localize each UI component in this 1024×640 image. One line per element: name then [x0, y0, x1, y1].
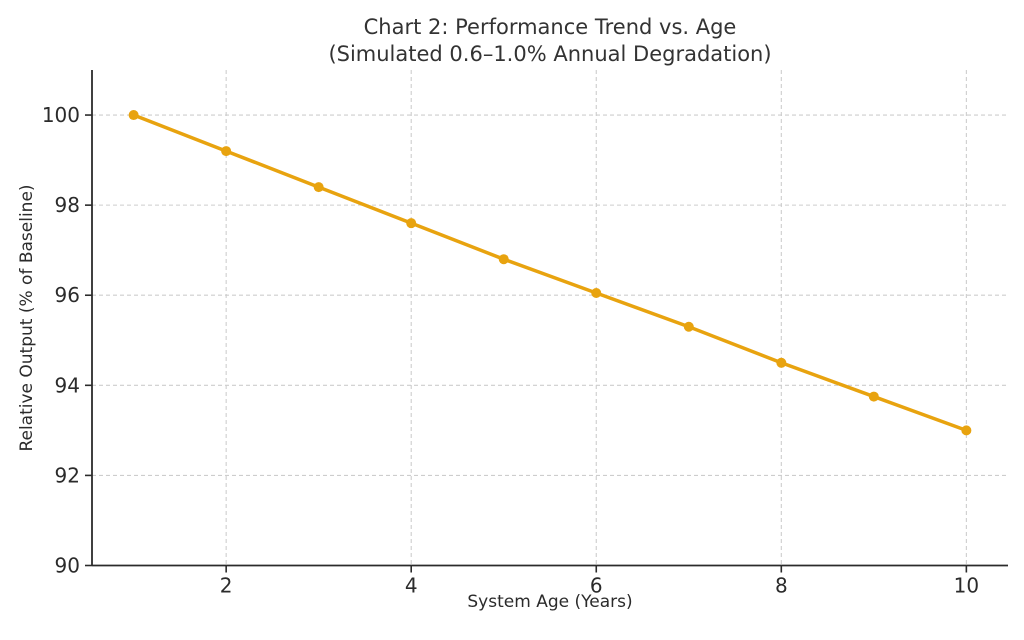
x-tick-label: 6 [590, 574, 603, 598]
chart-title: Chart 2: Performance Trend vs. Age (Simu… [92, 14, 1008, 68]
data-point-marker [868, 391, 879, 402]
x-tick-label: 10 [954, 574, 979, 598]
data-point-marker [498, 254, 509, 265]
data-point-marker [683, 321, 694, 332]
chart-title-line2: (Simulated 0.6–1.0% Annual Degradation) [328, 42, 772, 66]
data-point-marker [128, 110, 139, 121]
y-tick-label: 96 [55, 283, 80, 307]
chart-title-line1: Chart 2: Performance Trend vs. Age [363, 15, 737, 39]
x-axis-label: System Age (Years) [467, 592, 633, 612]
y-tick-label: 92 [55, 463, 80, 487]
data-point-marker [221, 146, 232, 157]
y-tick-label: 94 [55, 373, 80, 397]
data-point-marker [961, 425, 972, 436]
y-tick-label: 100 [42, 103, 80, 127]
data-point-marker [313, 182, 324, 193]
y-tick-label: 98 [55, 193, 80, 217]
x-tick-label: 2 [220, 574, 233, 598]
y-tick-label: 90 [55, 554, 80, 578]
x-tick-label: 4 [405, 574, 418, 598]
trend-line [131, 113, 969, 433]
data-point-marker [406, 218, 417, 229]
data-point-marker [591, 287, 602, 298]
x-tick-label: 8 [775, 574, 788, 598]
data-point-marker [776, 357, 787, 368]
